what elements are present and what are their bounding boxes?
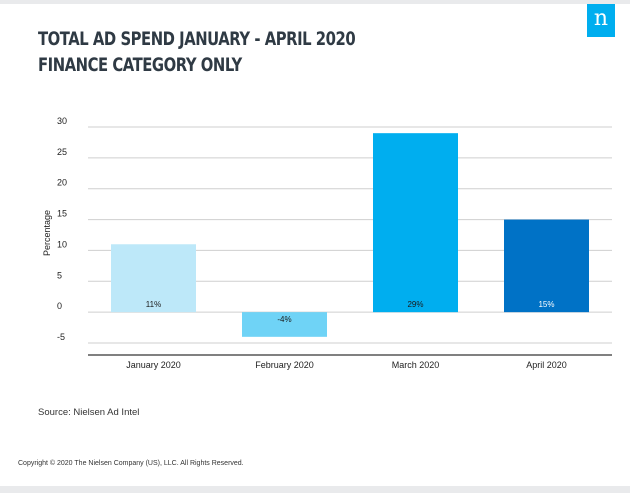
x-tick-label: February 2020	[255, 360, 314, 370]
y-axis-title: Percentage	[42, 210, 52, 256]
source-note: Source: Nielsen Ad Intel	[38, 407, 140, 418]
bar-january-2020	[111, 244, 196, 313]
x-tick-label: April 2020	[526, 360, 567, 370]
bar-data-label: -4%	[277, 315, 291, 324]
chart-card: TOTAL AD SPEND JANUARY - APRIL 2020 FINA…	[0, 4, 630, 486]
chart-title-line-2: FINANCE CATEGORY ONLY	[38, 54, 242, 76]
x-tick-label: January 2020	[126, 360, 181, 370]
nielsen-logo-icon: n	[587, 4, 615, 37]
bar-data-label: 15%	[538, 300, 554, 309]
y-tick-label: 20	[57, 178, 67, 188]
y-tick-label: 10	[57, 239, 67, 249]
bar-april-2020	[504, 219, 589, 313]
bar-chart: 30 25 20 15 10 5 0 -5 Percentage 11% January 2020 -…	[42, 116, 612, 370]
y-tick-label: 15	[57, 209, 67, 219]
y-tick-label: 25	[57, 147, 67, 157]
bar-data-label: 11%	[146, 300, 161, 309]
copyright-note: Copyright © 2020 The Nielsen Company (US…	[18, 460, 244, 467]
y-tick-label: 0	[57, 301, 62, 311]
y-tick-label: 30	[57, 116, 67, 126]
bar-february-2020	[242, 312, 327, 337]
x-tick-label: March 2020	[392, 360, 440, 370]
y-tick-label: -5	[57, 332, 65, 342]
chart-title-line-1: TOTAL AD SPEND JANUARY - APRIL 2020	[38, 28, 356, 50]
bar-march-2020	[373, 133, 458, 313]
chart-title: TOTAL AD SPEND JANUARY - APRIL 2020 FINA…	[38, 26, 356, 78]
y-tick-label: 5	[57, 270, 62, 280]
bar-data-label: 29%	[407, 300, 423, 309]
